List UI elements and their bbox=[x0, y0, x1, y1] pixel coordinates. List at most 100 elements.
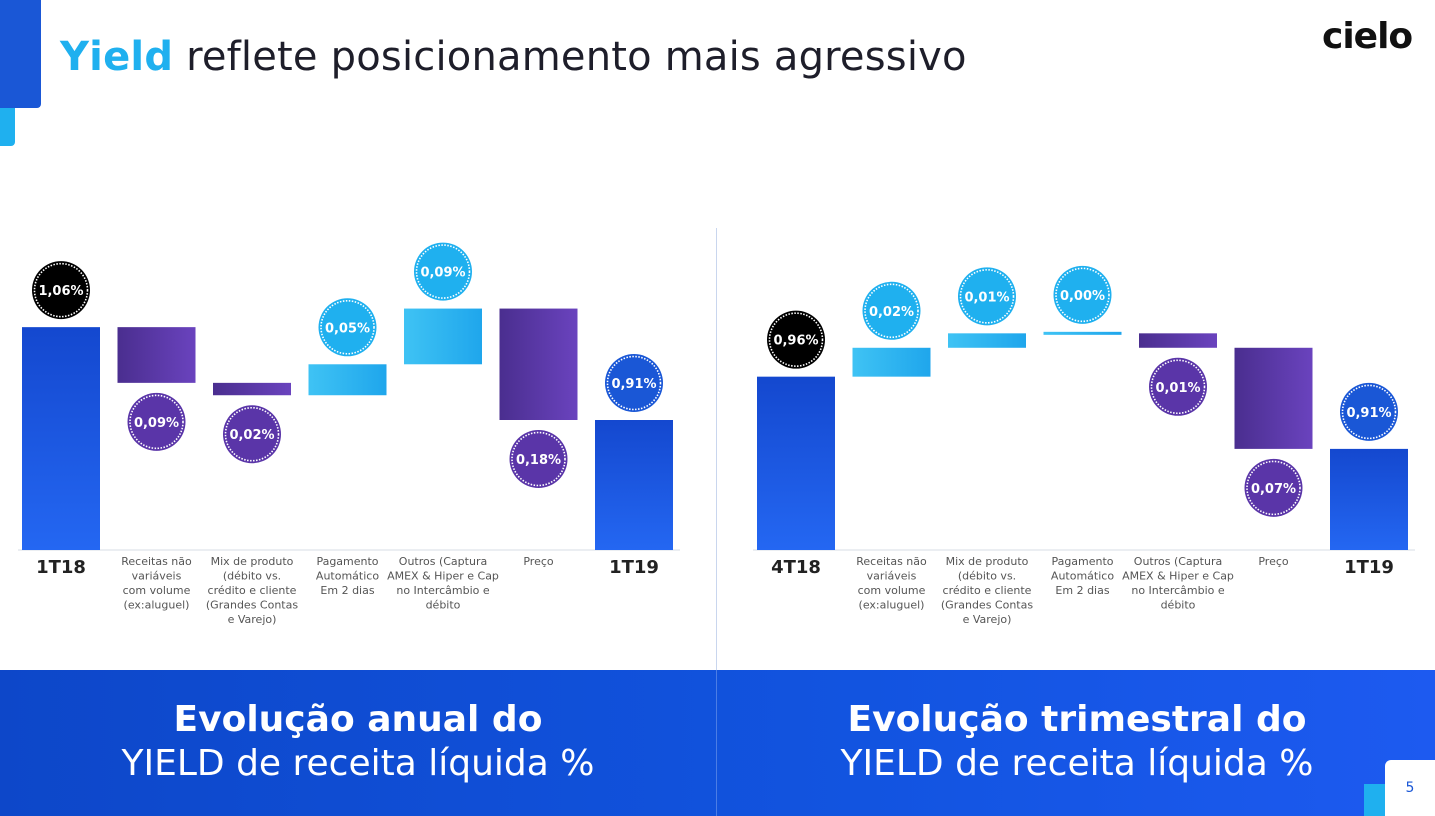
category-label-5: Outros (Captura AMEX & Hiper e Cap no Inte… bbox=[387, 555, 499, 612]
bar-4 bbox=[308, 364, 387, 396]
footer-band bbox=[0, 670, 1435, 816]
page-number-box bbox=[1385, 760, 1435, 816]
value-label-1: 1,06% bbox=[38, 284, 83, 299]
value-bubble-1 bbox=[32, 261, 90, 320]
caption-annual-line2: YIELD de receita líquida % bbox=[121, 743, 595, 784]
category-label-line: Preço bbox=[523, 555, 554, 568]
category-label-7: 1T19 bbox=[609, 557, 659, 578]
category-label-line: Em 2 dias bbox=[320, 584, 374, 597]
bar-6 bbox=[499, 308, 578, 420]
bar-3 bbox=[948, 333, 1026, 348]
category-label-line: crédito e cliente bbox=[208, 584, 297, 597]
bar-1 bbox=[22, 327, 100, 550]
category-label-line: débito bbox=[1161, 599, 1196, 612]
value-bubble-ring-3 bbox=[224, 406, 280, 462]
category-label-line: (Grandes Contas bbox=[206, 599, 298, 612]
category-label-line: e Varejo) bbox=[228, 613, 277, 626]
category-label-line: Receitas não bbox=[121, 555, 192, 568]
category-label-2: Receitas não variáveis com volume (ex:alugu… bbox=[121, 555, 192, 612]
cielo-logo: cielo bbox=[1322, 16, 1413, 57]
category-label-line: variáveis bbox=[132, 570, 182, 583]
value-bubble-3 bbox=[958, 267, 1016, 326]
bar-3 bbox=[213, 382, 291, 396]
bar-6 bbox=[1234, 347, 1313, 449]
category-label-line: com volume bbox=[858, 584, 926, 597]
category-label-line: no Intercâmbio e bbox=[1131, 584, 1225, 597]
category-label-line: Receitas não bbox=[856, 555, 927, 568]
quarterly-yield-waterfall-chart: 0,96% 4T18 0,02% Receitas não variáveis com v… bbox=[735, 215, 1425, 645]
value-bubble-2 bbox=[862, 281, 921, 340]
title-rest: reflete posicionamento mais agressivo bbox=[173, 34, 967, 80]
category-label-7: 1T19 bbox=[1344, 557, 1394, 578]
bar-2 bbox=[852, 347, 931, 377]
category-label-line: Pagamento bbox=[1051, 555, 1113, 568]
value-bubble-ring-6 bbox=[511, 431, 566, 487]
value-bubble-ring-5 bbox=[1150, 359, 1206, 415]
category-label-line: Automático bbox=[316, 570, 379, 583]
bar-7 bbox=[595, 420, 673, 550]
chart-divider bbox=[716, 228, 717, 815]
category-label-line: Mix de produto bbox=[211, 555, 294, 568]
category-label-line: AMEX & Hiper e Cap bbox=[1122, 570, 1234, 583]
category-label-line: Preço bbox=[1258, 555, 1289, 568]
bar-4 bbox=[1043, 331, 1122, 335]
caption-annual: Evolução anual do YIELD de receita líqui… bbox=[0, 698, 716, 786]
value-label-5: 0,01% bbox=[1155, 381, 1200, 396]
value-bubble-7 bbox=[1340, 382, 1398, 441]
category-label-line: no Intercâmbio e bbox=[396, 584, 490, 597]
category-label-5: Outros (Captura AMEX & Hiper e Cap no Inte… bbox=[1122, 555, 1234, 612]
value-bubble-ring-4 bbox=[1055, 267, 1110, 323]
value-bubble-6 bbox=[1244, 458, 1303, 517]
category-label-4: Pagamento Automático Em 2 dias bbox=[316, 555, 379, 597]
bar-2 bbox=[117, 327, 196, 383]
value-bubble-ring-2 bbox=[129, 394, 184, 450]
value-bubble-ring-2 bbox=[864, 283, 919, 339]
caption-quarterly-line2: YIELD de receita líquida % bbox=[840, 743, 1314, 784]
value-label-3: 0,01% bbox=[964, 290, 1009, 305]
value-bubble-2 bbox=[127, 392, 186, 451]
value-bubble-ring-7 bbox=[1341, 384, 1397, 440]
value-bubble-4 bbox=[318, 298, 377, 357]
value-label-2: 0,02% bbox=[869, 305, 914, 320]
category-label-line: Outros (Captura bbox=[1134, 555, 1222, 568]
category-label-line: Automático bbox=[1051, 570, 1114, 583]
value-label-7: 0,91% bbox=[611, 377, 656, 392]
value-label-1: 0,96% bbox=[773, 334, 818, 349]
bar-5 bbox=[1139, 333, 1217, 348]
category-label-6: Preço bbox=[523, 555, 554, 568]
value-bubble-5 bbox=[414, 242, 472, 301]
caption-annual-line1: Evolução anual do bbox=[173, 699, 543, 740]
value-bubble-ring-1 bbox=[768, 312, 824, 367]
caption-quarterly: Evolução trimestral do YIELD de receita … bbox=[719, 698, 1435, 786]
value-label-4: 0,00% bbox=[1060, 289, 1105, 304]
category-label-line: e Varejo) bbox=[963, 613, 1012, 626]
category-label-6: Preço bbox=[1258, 555, 1289, 568]
value-bubble-ring-1 bbox=[33, 262, 89, 318]
value-bubble-3 bbox=[223, 405, 281, 464]
page-number: 5 bbox=[1405, 780, 1415, 796]
value-bubble-4 bbox=[1053, 265, 1112, 324]
category-label-3: Mix de produto (débito vs. crédito e clien… bbox=[941, 555, 1033, 626]
value-bubble-ring-3 bbox=[959, 269, 1015, 324]
value-bubble-7 bbox=[605, 354, 663, 412]
category-label-line: crédito e cliente bbox=[943, 584, 1032, 597]
category-label-line: débito bbox=[426, 599, 461, 612]
value-bubble-ring-5 bbox=[415, 244, 471, 299]
value-bubble-5 bbox=[1149, 357, 1207, 416]
category-label-line: Outros (Captura bbox=[399, 555, 487, 568]
category-label-line: (ex:aluguel) bbox=[859, 599, 925, 612]
bar-7 bbox=[1330, 448, 1408, 550]
category-label-line: (débito vs. bbox=[958, 570, 1016, 583]
page-title: Yield reflete posicionamento mais agress… bbox=[60, 34, 967, 80]
title-highlight: Yield bbox=[60, 34, 174, 80]
category-label-line: variáveis bbox=[867, 570, 917, 583]
value-label-4: 0,05% bbox=[325, 321, 370, 336]
category-label-1: 4T18 bbox=[771, 557, 821, 578]
category-label-line: Mix de produto bbox=[946, 555, 1029, 568]
category-label-line: (débito vs. bbox=[223, 570, 281, 583]
category-label-line: AMEX & Hiper e Cap bbox=[387, 570, 499, 583]
value-bubble-ring-6 bbox=[1246, 460, 1301, 516]
value-label-5: 0,09% bbox=[420, 266, 465, 281]
value-bubble-6 bbox=[509, 430, 568, 488]
category-label-line: (Grandes Contas bbox=[941, 599, 1033, 612]
